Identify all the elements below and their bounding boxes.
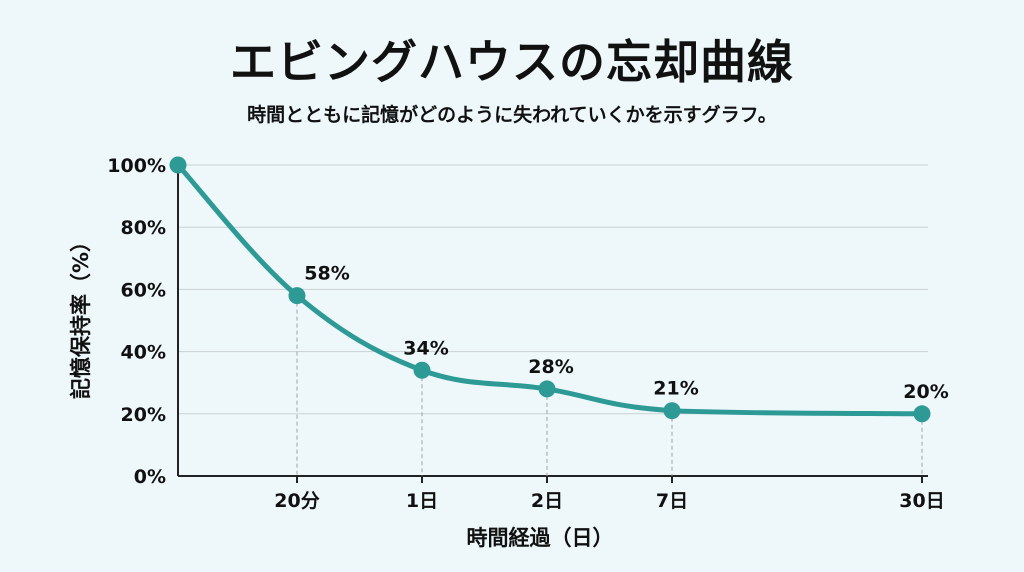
x-tick-label: 1日 xyxy=(406,490,438,512)
data-point xyxy=(169,156,187,174)
axes xyxy=(177,163,928,483)
y-tick-labels: 0% 20% 40% 60% 80% 100% xyxy=(107,155,166,488)
x-tick-label: 2日 xyxy=(531,490,563,512)
data-label: 20% xyxy=(903,381,948,403)
x-tick-label: 20分 xyxy=(274,490,319,512)
y-axis-title: 記憶保持率（%） xyxy=(69,231,93,399)
data-label: 58% xyxy=(304,263,349,285)
x-axis-title: 時間経過（日） xyxy=(467,526,614,550)
data-points xyxy=(169,156,931,423)
data-point xyxy=(663,402,681,420)
y-tick-label: 20% xyxy=(121,404,166,426)
data-label: 34% xyxy=(403,337,448,359)
drop-lines xyxy=(296,295,923,476)
x-tick-label: 30日 xyxy=(899,490,944,512)
y-tick-label: 100% xyxy=(107,155,166,177)
data-labels: 58% 34% 28% 21% 20% xyxy=(304,263,948,403)
data-point xyxy=(413,361,431,379)
data-point xyxy=(538,380,556,398)
data-point xyxy=(913,405,931,423)
y-tick-label: 0% xyxy=(134,466,166,488)
y-tick-label: 40% xyxy=(121,342,166,364)
page-title: エビングハウスの忘却曲線 xyxy=(230,35,794,89)
retention-curve xyxy=(175,162,925,417)
y-tick-label: 80% xyxy=(121,217,166,239)
data-label: 21% xyxy=(653,378,698,400)
data-label: 28% xyxy=(528,356,573,378)
y-tick-label: 60% xyxy=(121,279,166,301)
x-tick-label: 7日 xyxy=(656,490,688,512)
series-line xyxy=(175,162,925,417)
page-subtitle: 時間とともに記憶がどのように失われていくかを示すグラフ。 xyxy=(247,104,777,126)
data-point xyxy=(288,287,306,305)
x-tick-labels: 20分 1日 2日 7日 30日 xyxy=(274,490,944,512)
